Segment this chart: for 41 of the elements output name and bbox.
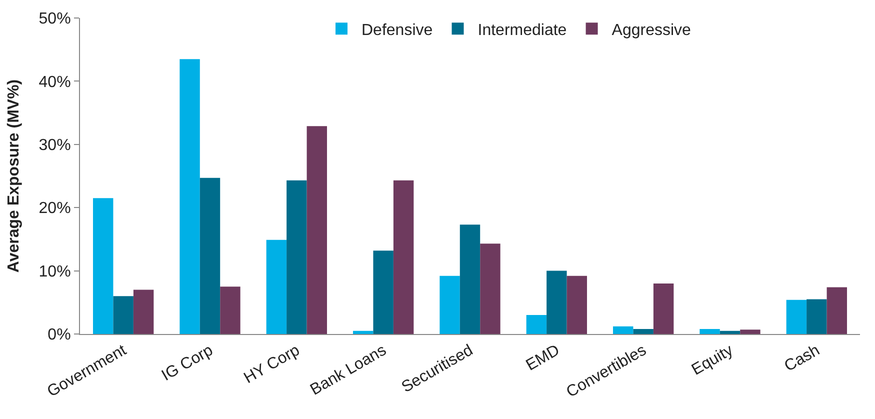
y-tick-label: 30% (38, 137, 71, 154)
bar (113, 296, 134, 334)
bar (700, 328, 720, 334)
legend-label: Intermediate (478, 22, 567, 39)
bar (220, 286, 240, 334)
bar (180, 59, 200, 334)
x-tick-label: EMD (523, 342, 563, 374)
bar (353, 330, 374, 334)
bar (740, 330, 760, 334)
x-tick-label: IG Corp (158, 342, 216, 385)
y-tick-label: 50% (38, 10, 71, 28)
bar (566, 276, 587, 334)
bar (613, 326, 634, 334)
bar (806, 299, 827, 334)
bar (373, 250, 394, 334)
bar (266, 240, 287, 334)
bar (480, 244, 500, 334)
bar (526, 315, 547, 334)
bar (786, 300, 807, 334)
y-tick-label: 10% (38, 263, 71, 280)
bar (286, 180, 307, 334)
legend-label: Aggressive (612, 22, 692, 39)
bar (200, 178, 220, 334)
x-tick-label: HY Corp (241, 342, 303, 388)
bar (393, 180, 414, 334)
y-axis-title: Average Exposure (MV%) (6, 79, 23, 273)
bar (133, 290, 154, 334)
bar (460, 224, 480, 334)
y-tick-label: 0% (48, 326, 71, 344)
x-tick-label: Cash (782, 342, 823, 376)
bar (653, 283, 674, 334)
bar (720, 330, 740, 334)
bar (546, 270, 567, 334)
bar (826, 287, 847, 334)
bar (440, 276, 460, 334)
bar (633, 328, 654, 334)
bar (93, 198, 114, 334)
legend-label: Defensive (362, 22, 433, 39)
bar (306, 126, 327, 334)
y-tick-label: 20% (38, 200, 71, 218)
y-tick-label: 40% (38, 74, 71, 91)
